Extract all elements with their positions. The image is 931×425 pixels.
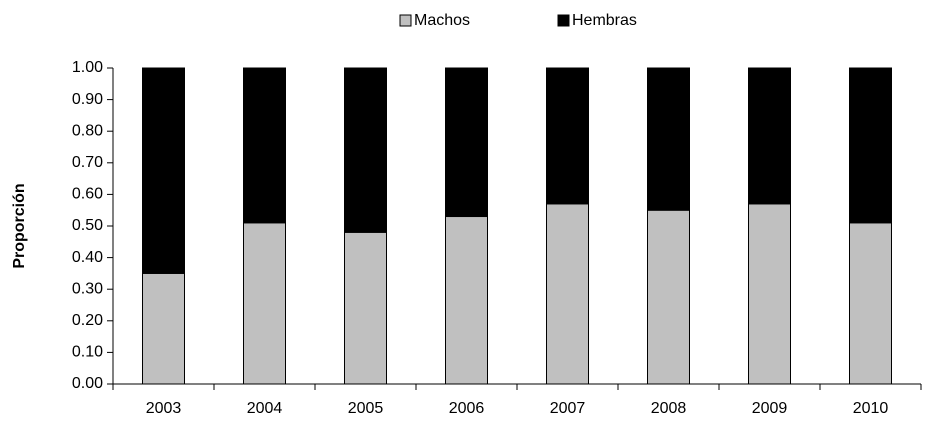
y-tick-label: 0.80 [72, 122, 103, 139]
bar-segment [243, 67, 286, 224]
x-tick-label: 2006 [449, 400, 485, 417]
bar-segment [142, 272, 185, 385]
legend-label: Hembras [572, 12, 637, 29]
y-tick-label: 0.90 [72, 91, 103, 108]
y-tick-label: 0.70 [72, 154, 103, 171]
bar-segment [445, 67, 488, 218]
y-tick-label: 1.00 [72, 59, 103, 76]
y-tick-label: 0.50 [72, 217, 103, 234]
bar-segment [748, 203, 791, 385]
y-tick-label: 0.40 [72, 249, 103, 266]
bar-segment [243, 222, 286, 385]
bar-segment [344, 67, 387, 233]
bar-segment [445, 216, 488, 385]
x-tick-label: 2010 [853, 400, 889, 417]
bar-segment [748, 67, 791, 205]
x-tick-label: 2008 [651, 400, 687, 417]
legend-label: Machos [414, 12, 470, 29]
y-tick-label: 0.20 [72, 312, 103, 329]
bar-segment [849, 67, 892, 224]
bar-segment [849, 222, 892, 385]
x-tick-label: 2004 [247, 400, 283, 417]
y-tick-label: 0.10 [72, 344, 103, 361]
y-tick-label: 0.60 [72, 186, 103, 203]
legend-swatch [557, 14, 570, 27]
bar-segment [647, 67, 690, 211]
bar-segment [647, 209, 690, 385]
y-axis-label: Proporción [11, 183, 28, 268]
x-tick-label: 2009 [752, 400, 788, 417]
x-tick-label: 2005 [348, 400, 384, 417]
bar-segment [344, 231, 387, 385]
bar-segment [142, 67, 185, 274]
bar-segment [546, 203, 589, 385]
bar-segment [546, 67, 589, 205]
x-tick-label: 2007 [550, 400, 586, 417]
y-tick-label: 0.00 [72, 375, 103, 392]
x-tick-label: 2003 [146, 400, 182, 417]
y-tick-label: 0.30 [72, 280, 103, 297]
legend-swatch [399, 14, 412, 27]
